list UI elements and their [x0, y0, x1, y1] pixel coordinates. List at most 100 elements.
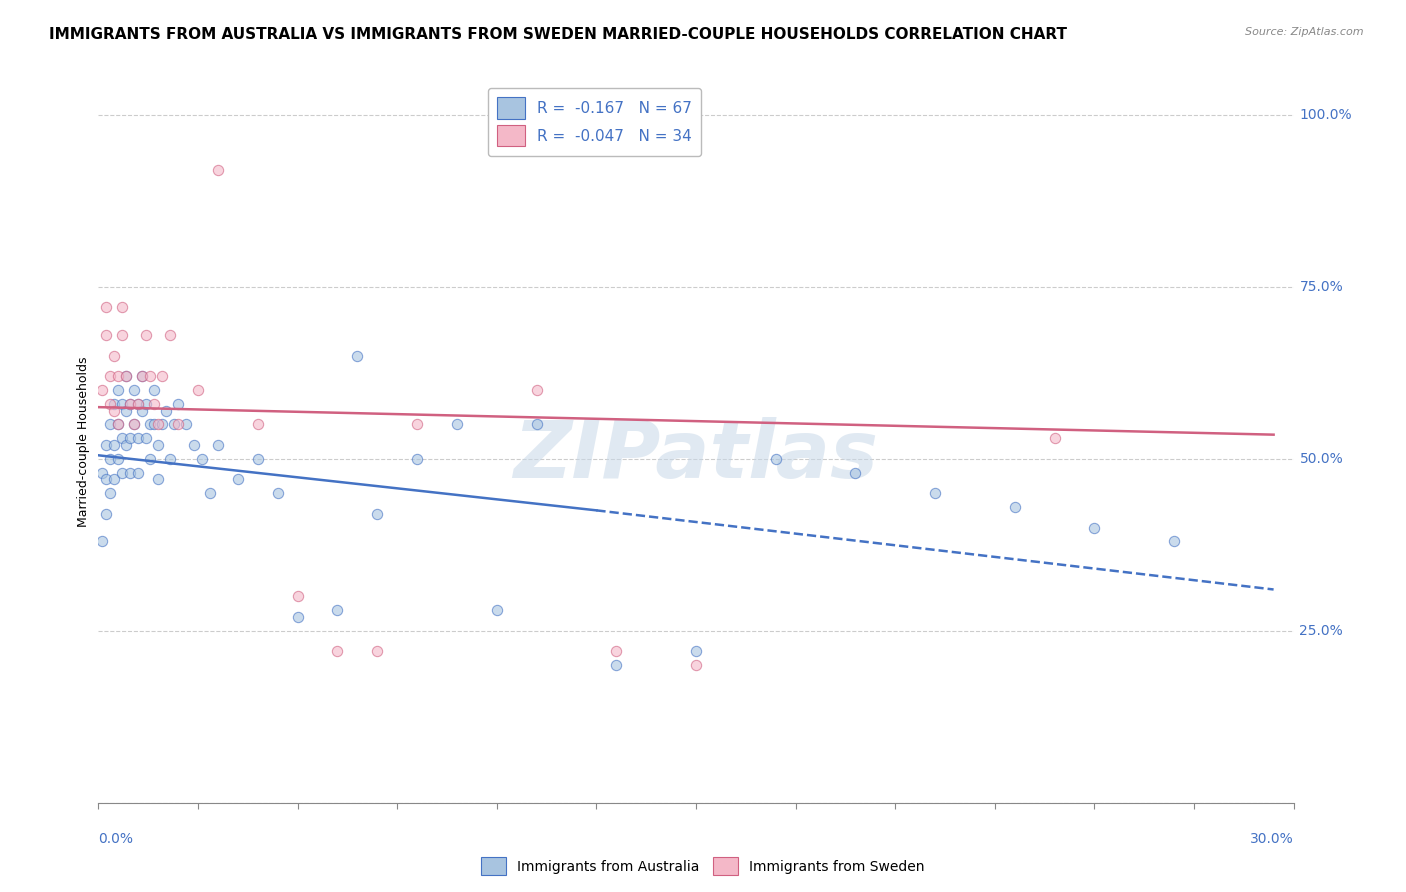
Text: 25.0%: 25.0% — [1299, 624, 1343, 638]
Point — [91, 534, 114, 549]
Point — [127, 466, 149, 480]
Legend: R =  -0.167   N = 67, R =  -0.047   N = 34: R = -0.167 N = 67, R = -0.047 N = 34 — [488, 88, 700, 155]
Point — [98, 451, 122, 466]
Point — [150, 369, 173, 384]
Point — [127, 397, 149, 411]
Point — [287, 590, 309, 604]
Text: 0.0%: 0.0% — [98, 831, 134, 846]
Point — [115, 438, 138, 452]
Point — [167, 417, 190, 432]
Point — [191, 451, 214, 466]
Text: Source: ZipAtlas.com: Source: ZipAtlas.com — [1246, 27, 1364, 37]
Point — [366, 644, 388, 658]
Point — [159, 327, 181, 342]
Point — [326, 603, 349, 617]
Point — [207, 438, 229, 452]
Point — [605, 658, 627, 673]
Point — [924, 486, 946, 500]
Point — [526, 417, 548, 432]
Point — [198, 486, 221, 500]
Point — [115, 369, 138, 384]
Y-axis label: Married-couple Households: Married-couple Households — [77, 356, 90, 527]
Point — [163, 417, 186, 432]
Point — [107, 451, 129, 466]
Point — [127, 431, 149, 445]
Text: ZIPatlas: ZIPatlas — [513, 417, 879, 495]
Legend: Immigrants from Australia, Immigrants from Sweden: Immigrants from Australia, Immigrants fr… — [475, 852, 931, 880]
Point — [124, 417, 146, 432]
Point — [107, 417, 129, 432]
Point — [120, 431, 142, 445]
Text: 30.0%: 30.0% — [1250, 831, 1294, 846]
Point — [187, 383, 209, 397]
Text: 75.0%: 75.0% — [1299, 280, 1343, 293]
Point — [139, 369, 162, 384]
Point — [96, 472, 118, 486]
Point — [346, 349, 368, 363]
Point — [685, 644, 707, 658]
Point — [135, 431, 157, 445]
Point — [91, 466, 114, 480]
Point — [148, 417, 170, 432]
Point — [135, 327, 157, 342]
Point — [1163, 534, 1185, 549]
Point — [107, 417, 129, 432]
Point — [139, 417, 162, 432]
Point — [115, 369, 138, 384]
Text: IMMIGRANTS FROM AUSTRALIA VS IMMIGRANTS FROM SWEDEN MARRIED-COUPLE HOUSEHOLDS CO: IMMIGRANTS FROM AUSTRALIA VS IMMIGRANTS … — [49, 27, 1067, 42]
Point — [226, 472, 249, 486]
Point — [143, 417, 166, 432]
Point — [155, 403, 177, 417]
Point — [143, 383, 166, 397]
Point — [98, 369, 122, 384]
Point — [406, 417, 429, 432]
Point — [115, 403, 138, 417]
Point — [246, 451, 269, 466]
Point — [143, 397, 166, 411]
Text: 100.0%: 100.0% — [1299, 108, 1353, 121]
Point — [107, 383, 129, 397]
Point — [111, 301, 134, 315]
Point — [267, 486, 290, 500]
Point — [107, 369, 129, 384]
Point — [246, 417, 269, 432]
Point — [96, 327, 118, 342]
Point — [1083, 520, 1105, 534]
Point — [326, 644, 349, 658]
Point — [98, 417, 122, 432]
Point — [98, 486, 122, 500]
Point — [174, 417, 197, 432]
Point — [526, 383, 548, 397]
Point — [103, 349, 125, 363]
Point — [148, 472, 170, 486]
Point — [103, 438, 125, 452]
Point — [135, 397, 157, 411]
Point — [183, 438, 205, 452]
Point — [127, 397, 149, 411]
Point — [120, 397, 142, 411]
Point — [96, 301, 118, 315]
Text: 50.0%: 50.0% — [1299, 451, 1343, 466]
Point — [1043, 431, 1066, 445]
Point — [103, 472, 125, 486]
Point — [446, 417, 468, 432]
Point — [765, 451, 787, 466]
Point — [167, 397, 190, 411]
Point — [148, 438, 170, 452]
Point — [685, 658, 707, 673]
Point — [844, 466, 866, 480]
Point — [159, 451, 181, 466]
Point — [605, 644, 627, 658]
Point — [139, 451, 162, 466]
Point — [1004, 500, 1026, 514]
Point — [111, 397, 134, 411]
Point — [131, 369, 153, 384]
Point — [207, 162, 229, 177]
Point — [131, 369, 153, 384]
Point — [485, 603, 508, 617]
Point — [111, 327, 134, 342]
Point — [96, 507, 118, 521]
Point — [287, 610, 309, 624]
Point — [124, 417, 146, 432]
Point — [103, 403, 125, 417]
